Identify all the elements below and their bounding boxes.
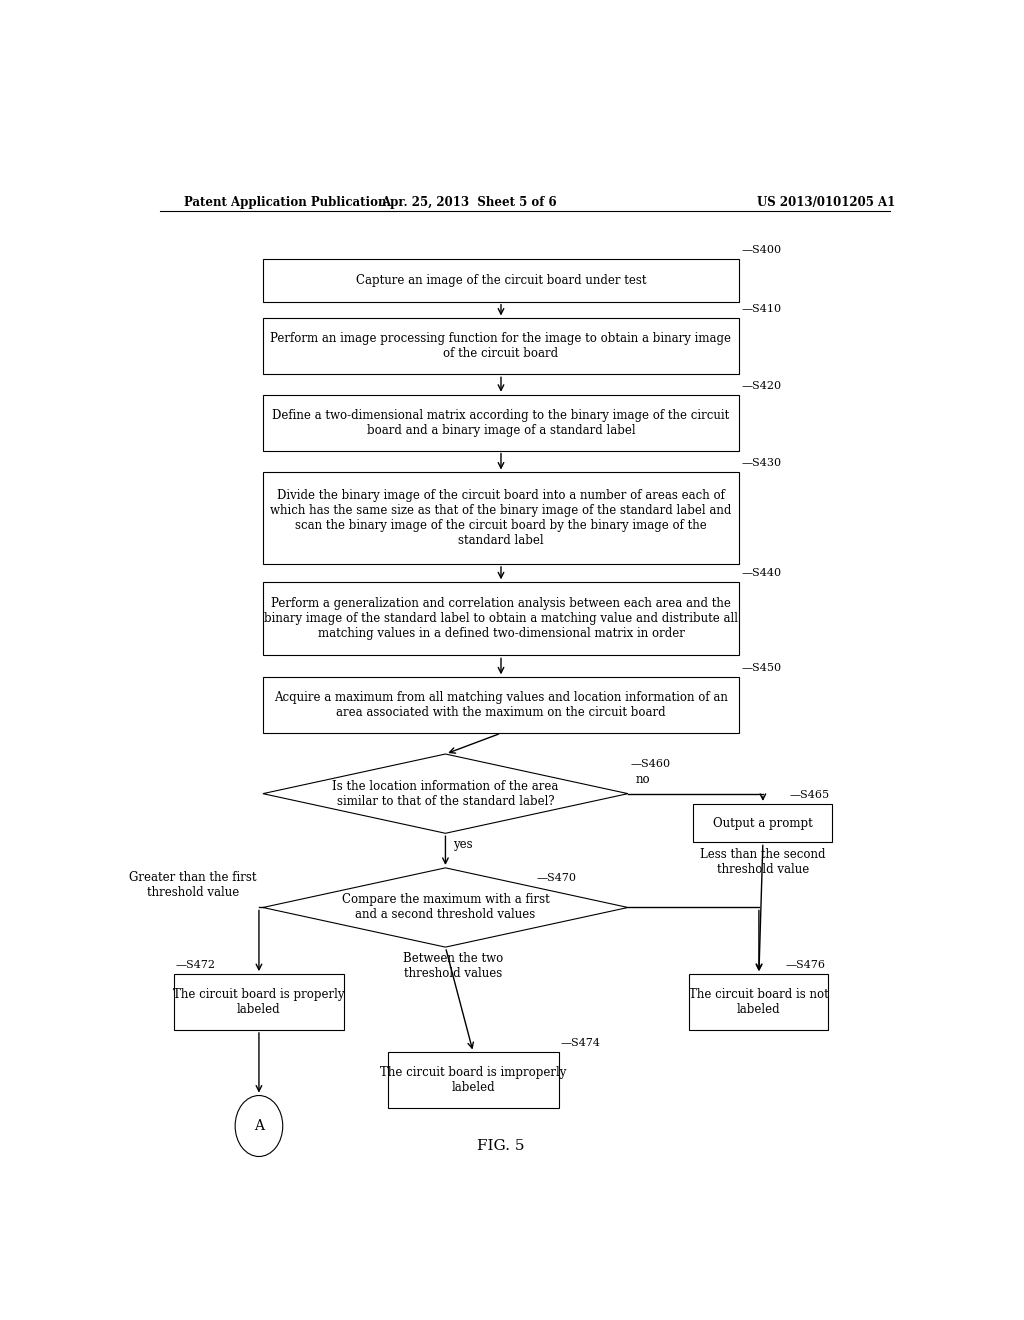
- Text: —S450: —S450: [741, 663, 781, 673]
- Text: —S474: —S474: [561, 1039, 601, 1048]
- Text: A: A: [254, 1119, 264, 1133]
- FancyBboxPatch shape: [263, 318, 739, 375]
- Polygon shape: [263, 754, 628, 833]
- FancyBboxPatch shape: [689, 974, 828, 1030]
- Text: no: no: [636, 772, 650, 785]
- Text: Compare the maximum with a first
and a second threshold values: Compare the maximum with a first and a s…: [342, 894, 549, 921]
- Text: —S476: —S476: [786, 960, 826, 970]
- Text: Perform an image processing function for the image to obtain a binary image
of t: Perform an image processing function for…: [270, 333, 731, 360]
- FancyBboxPatch shape: [263, 473, 739, 564]
- Text: —S410: —S410: [741, 305, 781, 314]
- Text: —S460: —S460: [631, 759, 671, 770]
- Text: —S400: —S400: [741, 246, 781, 255]
- Text: Between the two
threshold values: Between the two threshold values: [403, 952, 504, 981]
- Text: Perform a generalization and correlation analysis between each area and the
bina: Perform a generalization and correlation…: [264, 598, 738, 640]
- Text: —S465: —S465: [790, 789, 829, 800]
- FancyBboxPatch shape: [388, 1052, 558, 1109]
- Text: Capture an image of the circuit board under test: Capture an image of the circuit board un…: [355, 273, 646, 286]
- Text: —S440: —S440: [741, 568, 781, 578]
- Text: —S470: —S470: [537, 873, 577, 883]
- Text: FIG. 5: FIG. 5: [477, 1139, 524, 1154]
- Text: Patent Application Publication: Patent Application Publication: [183, 195, 386, 209]
- Text: —S430: —S430: [741, 458, 781, 469]
- FancyBboxPatch shape: [263, 259, 739, 302]
- Text: Define a two-dimensional matrix according to the binary image of the circuit
boa: Define a two-dimensional matrix accordin…: [272, 409, 730, 437]
- Polygon shape: [263, 867, 628, 948]
- Text: The circuit board is improperly
labeled: The circuit board is improperly labeled: [380, 1067, 566, 1094]
- FancyBboxPatch shape: [174, 974, 344, 1030]
- FancyBboxPatch shape: [263, 677, 739, 733]
- FancyBboxPatch shape: [263, 395, 739, 450]
- Text: The circuit board is not
labeled: The circuit board is not labeled: [689, 987, 828, 1016]
- Text: —S472: —S472: [176, 960, 216, 970]
- Text: US 2013/0101205 A1: US 2013/0101205 A1: [757, 195, 896, 209]
- Text: Is the location information of the area
similar to that of the standard label?: Is the location information of the area …: [332, 780, 559, 808]
- FancyBboxPatch shape: [263, 582, 739, 656]
- Text: yes: yes: [454, 838, 473, 851]
- Text: Greater than the first
threshold value: Greater than the first threshold value: [129, 871, 257, 899]
- Text: The circuit board is properly
labeled: The circuit board is properly labeled: [173, 987, 345, 1016]
- Text: Apr. 25, 2013  Sheet 5 of 6: Apr. 25, 2013 Sheet 5 of 6: [381, 195, 557, 209]
- Text: Divide the binary image of the circuit board into a number of areas each of
whic: Divide the binary image of the circuit b…: [270, 490, 732, 548]
- Text: Acquire a maximum from all matching values and location information of an
area a: Acquire a maximum from all matching valu…: [274, 692, 728, 719]
- Text: Less than the second
threshold value: Less than the second threshold value: [700, 847, 825, 875]
- Text: Output a prompt: Output a prompt: [713, 817, 813, 830]
- Circle shape: [236, 1096, 283, 1156]
- Text: —S420: —S420: [741, 380, 781, 391]
- FancyBboxPatch shape: [693, 804, 833, 842]
